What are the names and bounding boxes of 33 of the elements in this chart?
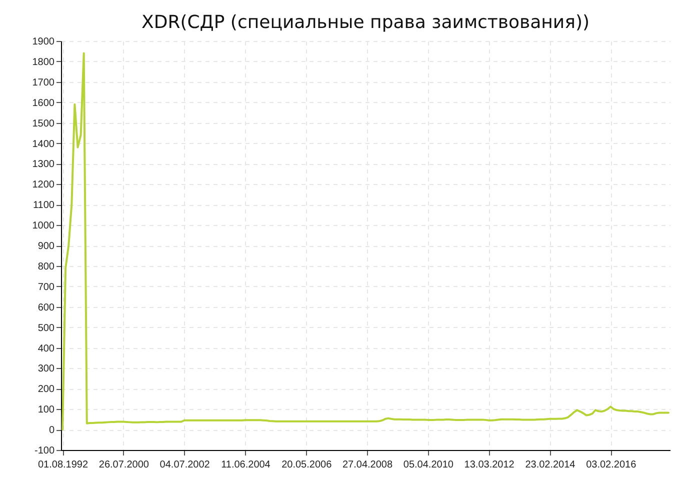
x-tick-label: 01.08.1992	[38, 460, 88, 470]
x-tick-label: 20.05.2006	[282, 460, 332, 470]
y-tick-label: 100	[38, 404, 55, 416]
y-tick-label: 1000	[32, 220, 55, 232]
x-tick-label: 11.06.2004	[221, 460, 271, 470]
x-tick-label: 04.07.2002	[160, 460, 210, 470]
y-tick-label: 200	[38, 384, 55, 396]
y-tick-label: 1600	[32, 98, 55, 109]
y-tick-label: 1900	[32, 36, 55, 48]
x-tick-label: 26.07.2000	[98, 460, 150, 470]
x-tick-label: 27.04.2008	[342, 460, 393, 470]
y-tick-label: 1500	[32, 118, 55, 130]
y-tick-label: 1400	[32, 138, 55, 150]
y-tick-label: 1300	[32, 159, 55, 170]
x-tick-label: 05.04.2010	[403, 460, 454, 470]
y-tick-label: 1200	[32, 180, 55, 191]
y-tick-label: 1800	[32, 56, 55, 68]
y-tick-label: 1700	[32, 77, 55, 88]
y-tick-label: 400	[38, 343, 55, 354]
line-series	[62, 52, 670, 431]
y-tick-label: -100	[34, 446, 55, 456]
y-tick-label: 800	[38, 261, 55, 272]
y-tick-label: 900	[38, 241, 55, 252]
y-tick-label: 0	[48, 425, 55, 436]
x-tick-label: 03.02.2016	[586, 460, 637, 470]
y-tick-label: 1100	[32, 200, 55, 212]
y-tick-label: 600	[38, 302, 55, 314]
y-tick-label: 700	[38, 282, 55, 293]
y-tick-label: 500	[38, 322, 55, 334]
chart-title: XDR(СДР (специальные права заимствования))	[141, 12, 590, 33]
x-tick-label: 13.03.2012	[464, 460, 515, 470]
y-tick-label: 300	[38, 364, 55, 375]
x-tick-label: 23.02.2014	[525, 460, 576, 470]
